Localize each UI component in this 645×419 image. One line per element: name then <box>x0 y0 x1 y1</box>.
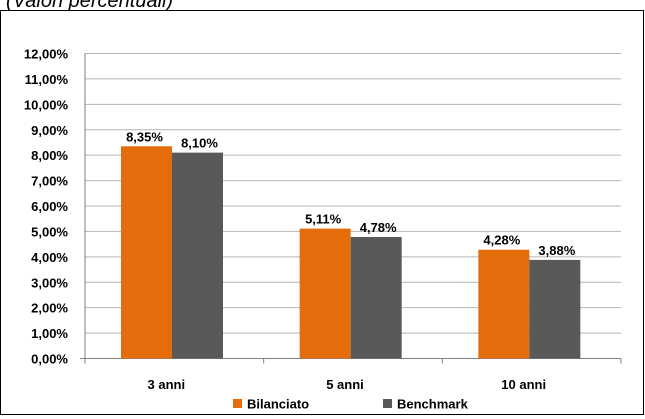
chart-caption: (Valori percentuali) <box>6 0 174 12</box>
data-label: 4,78% <box>360 220 397 235</box>
y-tick-label: 8,00% <box>31 148 68 163</box>
y-tick-label: 12,00% <box>24 47 69 62</box>
legend-swatch-bilanciato <box>233 399 242 408</box>
bar-chart: 0,00% 1,00% 2,00% 3,00% 4,00% 5,00% 6,00% 7,00%… <box>24 47 622 412</box>
data-label: 4,28% <box>483 233 520 248</box>
bar-benchmark-2 <box>350 237 402 359</box>
y-tick-label: 0,00% <box>31 352 68 367</box>
x-tick-label: 5 anni <box>326 377 364 392</box>
x-tick-label: 3 anni <box>148 377 186 392</box>
data-label: 8,10% <box>181 136 218 151</box>
x-tick-label: 10 anni <box>501 377 546 392</box>
y-tick-label: 11,00% <box>25 72 69 87</box>
bar-bilanciato-3 <box>478 249 530 359</box>
y-tick-label: 5,00% <box>31 224 68 239</box>
y-tick-label: 10,00% <box>24 97 69 112</box>
legend-label: Bilanciato <box>247 397 309 412</box>
bar-benchmark-3 <box>529 259 581 359</box>
data-label: 3,88% <box>538 243 575 258</box>
data-label: 5,11% <box>305 212 342 227</box>
y-tick-label: 3,00% <box>31 275 68 290</box>
chart-frame: 0,00% 1,00% 2,00% 3,00% 4,00% 5,00% 6,00% 7,00%… <box>0 10 644 415</box>
y-tick-label: 2,00% <box>31 301 68 316</box>
data-label: 8,35% <box>126 129 163 144</box>
y-tick-label: 4,00% <box>31 250 68 265</box>
legend-swatch-benchmark <box>383 399 392 408</box>
y-tick-label: 9,00% <box>31 123 68 138</box>
y-tick-label: 1,00% <box>31 326 68 341</box>
legend-label: Benchmark <box>397 397 469 412</box>
bar-bilanciato-1 <box>121 146 172 359</box>
bar-benchmark-1 <box>172 152 223 359</box>
y-tick-label: 6,00% <box>31 199 68 214</box>
y-tick-label: 7,00% <box>31 174 68 189</box>
bar-bilanciato-2 <box>299 228 351 359</box>
